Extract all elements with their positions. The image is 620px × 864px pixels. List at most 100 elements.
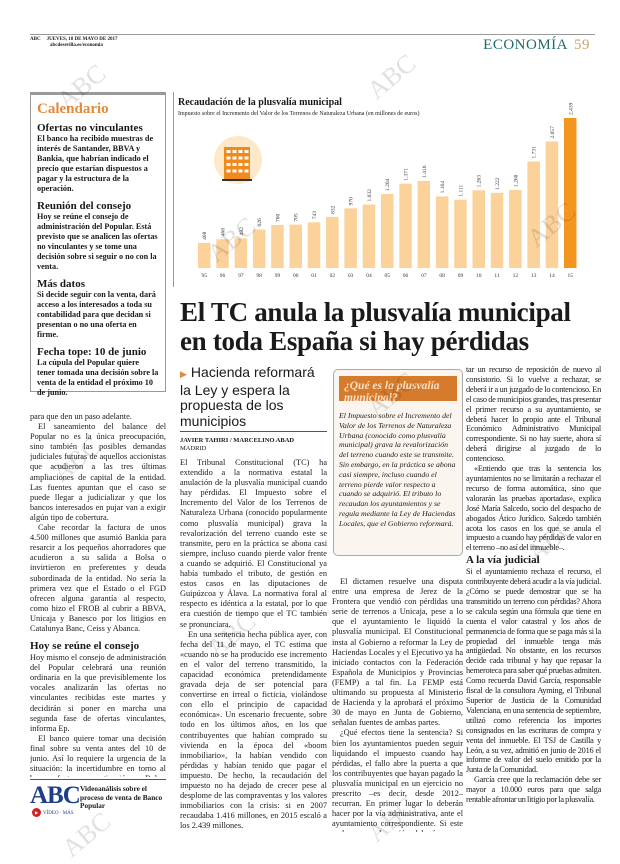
- bar-14: [545, 141, 559, 268]
- data-label: 468: [221, 228, 227, 237]
- x-tick-label: 96: [220, 273, 226, 279]
- data-label: 1.371: [404, 168, 410, 181]
- bar-01: [307, 222, 321, 268]
- data-label: 1.164: [440, 181, 446, 194]
- paragraph: El dictamen resuelve una disputa entre u…: [332, 577, 463, 728]
- data-label: 2.439: [568, 102, 574, 115]
- bar-15: [564, 118, 577, 268]
- paragraph: Si el ayuntamiento rechaza el recurso, e…: [466, 567, 601, 775]
- paragraph: El banco quiere tomar una decisión final…: [30, 733, 166, 777]
- data-label: 1.204: [385, 178, 391, 191]
- article-column-3: tar un recurso de reposición de nuevo al…: [466, 365, 601, 805]
- chart-subtitle: Impuesto sobre el Incremento del Valor d…: [178, 111, 420, 117]
- data-label: 1.268: [513, 174, 519, 187]
- x-tick-label: 02: [330, 273, 336, 279]
- x-tick-label: 15: [568, 273, 574, 279]
- video-tag: ▶ VÍDEO · MÁS: [32, 808, 74, 817]
- authors: JAVIER TAHIRI / MARCELINO ABAD: [180, 437, 295, 444]
- building-window: [232, 156, 237, 160]
- video-promo-link[interactable]: Videoanálisis sobre el proceso de venta …: [80, 784, 163, 810]
- data-label: 1.263: [477, 175, 483, 188]
- sidebar-heading: Reunión del consejo: [37, 200, 132, 212]
- building-window: [244, 163, 249, 166]
- building-window: [226, 169, 231, 173]
- data-label: 1.111: [458, 184, 464, 196]
- bar-02: [326, 216, 339, 268]
- sidebar-text: La cúpula del Popular quiere tener tomad…: [37, 358, 159, 397]
- headline: El TC anula la plusvalía municipal en to…: [180, 298, 600, 356]
- bar-95: [198, 242, 211, 268]
- chart-rule: [173, 92, 174, 287]
- bar-10: [472, 190, 485, 268]
- x-tick-label: 10: [476, 273, 482, 279]
- headline-line: El TC anula la plusvalía municipal: [180, 297, 571, 327]
- bar-00: [289, 224, 302, 268]
- x-tick-label: 13: [531, 273, 537, 279]
- bar-09: [454, 199, 467, 268]
- play-icon: ▶: [32, 808, 41, 817]
- sidebar-heading: Fecha tope: 10 de junio: [37, 346, 147, 358]
- brand: ABC: [30, 37, 41, 42]
- video-tag-text: VÍDEO · MÁS: [43, 811, 74, 816]
- bar-13: [527, 161, 540, 268]
- paragraph: El Tribunal Constitucional (TC) ha exten…: [180, 458, 327, 629]
- building-window: [238, 156, 243, 160]
- x-tick-label: 11: [494, 273, 500, 279]
- paragraph: tar un recurso de reposición de nuevo al…: [466, 365, 601, 464]
- data-label: 743: [312, 211, 318, 220]
- x-tick-label: 03: [348, 273, 354, 279]
- bar-99: [271, 224, 284, 268]
- subheading: A la vía judicial: [466, 554, 540, 567]
- triangle-bullet-icon: ▶: [180, 369, 187, 379]
- building-window: [232, 163, 237, 166]
- x-tick-label: 07: [421, 273, 427, 279]
- byline: JAVIER TAHIRI / MARCELINO ABAD MADRID: [180, 431, 327, 453]
- building-window: [238, 150, 243, 153]
- abc-logo-text: ABC: [30, 782, 81, 809]
- headline-line: en toda España si hay pérdidas: [180, 326, 529, 356]
- explainer-box: ¿Qué es la plusvalía municipal? El Impue…: [333, 369, 463, 556]
- building-window: [232, 150, 237, 153]
- building-window: [226, 150, 231, 153]
- data-label: 1.222: [495, 177, 501, 190]
- divider: [30, 779, 166, 780]
- bar-98: [252, 229, 266, 268]
- x-tick-label: 01: [311, 273, 317, 279]
- chart-title: Recaudación de la plusvalía municipal: [178, 97, 342, 108]
- x-tick-label: 08: [439, 273, 445, 279]
- data-label: 1.032: [367, 189, 373, 202]
- bar-chart: 408 95 468 96 482 97 626 98 700 99 705 00 743 01 832 02…: [198, 102, 577, 279]
- data-label: 626: [257, 218, 263, 227]
- sidebar-title: Calendario: [37, 101, 109, 117]
- x-tick-label: 09: [458, 273, 464, 279]
- section-name: ECONOMÍA: [483, 37, 568, 53]
- abc-logo[interactable]: ABC: [30, 782, 81, 810]
- x-tick-label: 04: [366, 273, 372, 279]
- x-tick-label: 12: [513, 273, 519, 279]
- x-tick-label: 99: [275, 273, 281, 279]
- data-label: 700: [275, 213, 281, 222]
- bar-96: [216, 239, 229, 268]
- building-window: [226, 163, 231, 166]
- left-column: para que den un paso adelante. El saneam…: [30, 412, 166, 777]
- header-rule: [30, 34, 595, 35]
- x-tick-label: 00: [293, 273, 299, 279]
- bar-06: [399, 183, 412, 268]
- building-window: [232, 169, 237, 173]
- bar-04: [362, 204, 376, 268]
- section-url[interactable]: abcdesevilla.es/economia: [50, 43, 103, 48]
- bar-97: [234, 238, 248, 268]
- article-column-2: El dictamen resuelve una disputa entre u…: [332, 577, 463, 832]
- bar-08: [435, 196, 449, 268]
- x-tick-label: 14: [549, 273, 555, 279]
- paragraph: Cabe recordar la factura de unos 4.500 m…: [30, 523, 166, 633]
- building-window: [244, 169, 249, 173]
- sidebar-heading: Más datos: [37, 278, 85, 290]
- subheading: Hoy se reúne el consejo: [30, 640, 140, 653]
- building-base: [222, 179, 252, 181]
- bar-11: [490, 192, 504, 268]
- sidebar-heading: Ofertas no vinculantes: [37, 122, 143, 134]
- paragraph: El saneamiento del balance del Popular n…: [30, 422, 166, 522]
- building-icon: [214, 136, 262, 184]
- sidebar-text: Si decide seguir con la venta, dará acce…: [37, 290, 156, 339]
